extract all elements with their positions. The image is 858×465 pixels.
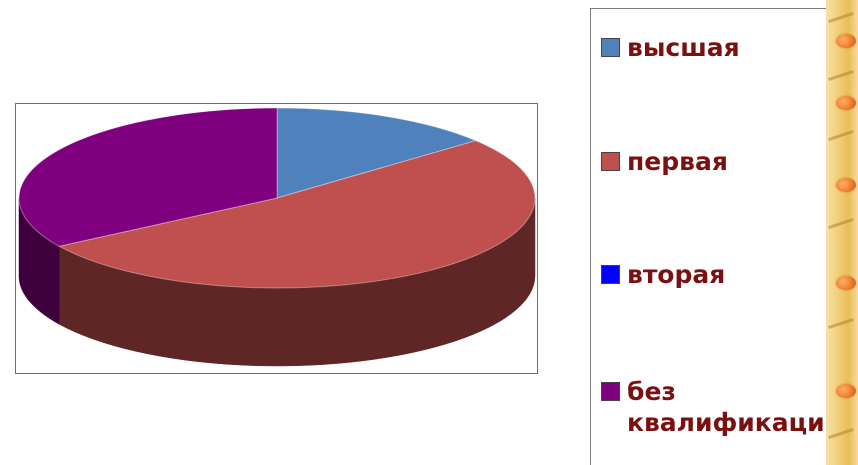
orange-bead-icon xyxy=(836,178,856,192)
twig-icon xyxy=(828,318,854,329)
chart-legend: высшая первая вторая без квалификации xyxy=(590,8,843,465)
pie-slice xyxy=(57,140,536,289)
pie-slice xyxy=(276,107,478,199)
twig-icon xyxy=(828,428,854,439)
orange-bead-icon xyxy=(836,276,856,290)
legend-item-pervaya: первая xyxy=(601,146,825,177)
legend-swatch xyxy=(601,152,620,171)
legend-swatch xyxy=(601,38,620,57)
twig-icon xyxy=(828,12,854,23)
legend-item-vtoraya: вторая xyxy=(601,259,825,290)
legend-swatch xyxy=(601,265,620,284)
legend-label: без квалификации xyxy=(627,377,843,437)
twig-icon xyxy=(828,218,854,229)
orange-bead-icon xyxy=(836,34,856,48)
twig-icon xyxy=(828,130,854,141)
orange-bead-icon xyxy=(836,96,856,110)
legend-item-vysshaya: высшая xyxy=(601,32,825,63)
legend-swatch xyxy=(601,382,620,401)
pie-chart xyxy=(18,107,536,367)
legend-label: первая xyxy=(627,147,728,176)
orange-bead-border-icon xyxy=(826,0,858,465)
orange-bead-icon xyxy=(836,384,856,398)
twig-icon xyxy=(828,70,854,81)
chart-plot-area xyxy=(15,103,538,374)
pie-slice xyxy=(18,107,278,247)
legend-label: высшая xyxy=(627,33,740,62)
legend-item-bez-kvalifikatsii: без квалификации xyxy=(601,376,843,438)
legend-label: вторая xyxy=(627,260,726,289)
